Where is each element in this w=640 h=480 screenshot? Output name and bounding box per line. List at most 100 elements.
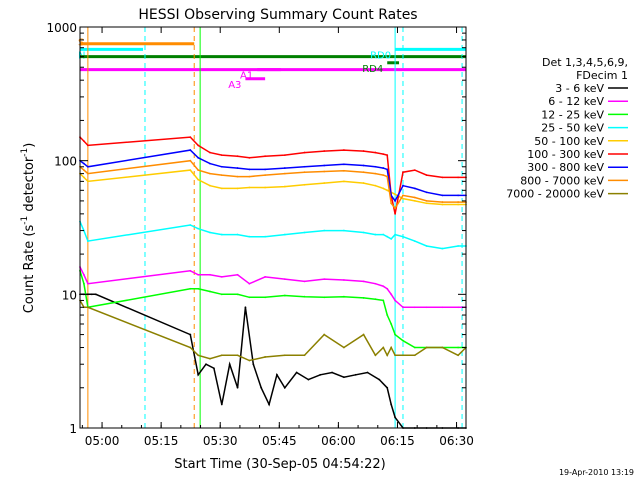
x-axis-ticks: 05:00 05:15 05:30 05:45 06:00 06:15 06:30 <box>81 27 474 448</box>
series-point <box>189 287 192 290</box>
series-point <box>303 151 306 154</box>
series-point <box>394 333 397 336</box>
series-point <box>303 171 306 174</box>
legend-title: Det 1,3,4,5,6,9, <box>542 56 628 69</box>
series-point <box>382 187 385 190</box>
series-point <box>342 163 345 166</box>
x-tick-label: 06:00 <box>321 434 356 448</box>
series-point <box>413 187 416 190</box>
series-point <box>386 354 389 357</box>
series-point <box>283 167 286 169</box>
series-point <box>323 170 326 173</box>
legend-label: 6 - 12 keV <box>548 95 604 108</box>
legend-label: 300 - 800 keV <box>527 161 604 174</box>
series-line <box>79 169 466 206</box>
legend-label: 100 - 300 keV <box>527 148 604 161</box>
series-lines <box>79 136 467 429</box>
series-point <box>264 276 267 278</box>
series-point <box>189 149 192 151</box>
series-point <box>402 194 404 197</box>
legend-label: 25 - 50 keV <box>541 122 604 135</box>
series-line <box>79 159 466 210</box>
series-point <box>354 373 357 376</box>
series-point <box>362 297 365 299</box>
series-point <box>425 174 428 176</box>
x-tick-label: 06:30 <box>439 434 474 448</box>
series-point <box>197 178 200 181</box>
series-point <box>366 371 369 374</box>
series-point <box>362 231 365 234</box>
series-point <box>402 306 404 309</box>
series-point <box>189 136 192 139</box>
series-point <box>83 169 85 172</box>
legend-label: 50 - 100 keV <box>534 135 604 148</box>
y-axis-label-mid: detector <box>22 156 37 216</box>
series-point <box>213 367 215 370</box>
series-point <box>248 175 251 178</box>
series-point <box>394 212 397 215</box>
series-point <box>457 203 460 206</box>
series-point <box>425 346 428 349</box>
series-point <box>362 150 365 152</box>
series-point <box>197 156 200 159</box>
series-point <box>189 333 192 336</box>
series-point <box>236 187 239 190</box>
legend-label: 7000 - 20000 keV <box>506 188 604 201</box>
series-point <box>248 359 251 362</box>
series-point <box>83 162 85 165</box>
series-point <box>457 176 460 179</box>
series-point <box>382 299 385 302</box>
series-line <box>79 149 466 203</box>
series-point <box>394 207 397 210</box>
x-tick-label: 06:15 <box>380 434 415 448</box>
series-point <box>197 373 200 376</box>
series-point <box>197 227 200 230</box>
series-point <box>220 403 223 406</box>
series-point <box>374 165 377 168</box>
series-line <box>79 266 466 309</box>
series-point <box>236 155 239 158</box>
series-point <box>386 235 389 238</box>
series-point <box>86 240 89 243</box>
series-point <box>303 354 306 357</box>
series-point <box>209 184 211 187</box>
series-point <box>283 154 286 157</box>
series-point <box>390 202 393 205</box>
y-tick-label: 10 <box>62 288 77 302</box>
series-point <box>390 346 393 349</box>
series-point <box>248 282 251 285</box>
mode-bar-label: S <box>78 38 84 49</box>
series-point <box>441 201 444 203</box>
series-point <box>197 169 200 172</box>
series-point <box>83 273 85 276</box>
series-point <box>189 269 192 272</box>
series-point <box>303 231 306 234</box>
series-point <box>323 150 326 152</box>
series-point <box>386 154 389 157</box>
series-point <box>236 354 239 357</box>
series-point <box>209 273 211 276</box>
series-point <box>374 233 377 236</box>
series-point <box>86 306 89 309</box>
series-point <box>303 183 306 186</box>
series-point <box>374 151 377 154</box>
series-point <box>189 169 192 172</box>
series-point <box>457 194 460 197</box>
x-tick-label: 05:00 <box>85 434 120 448</box>
chart-title: HESSI Observing Summary Count Rates <box>138 7 417 23</box>
y-tick-label: 1 <box>69 422 77 436</box>
y-axis-label-sup: -1 <box>20 216 30 225</box>
series-point <box>386 175 389 178</box>
series-point <box>264 296 267 299</box>
series-point <box>413 306 416 309</box>
series-point <box>413 169 416 172</box>
series-point <box>268 403 270 406</box>
series-point <box>374 282 377 285</box>
series-point <box>283 172 286 175</box>
series-point <box>209 151 211 154</box>
series-point <box>323 164 326 167</box>
series-point <box>323 296 326 299</box>
